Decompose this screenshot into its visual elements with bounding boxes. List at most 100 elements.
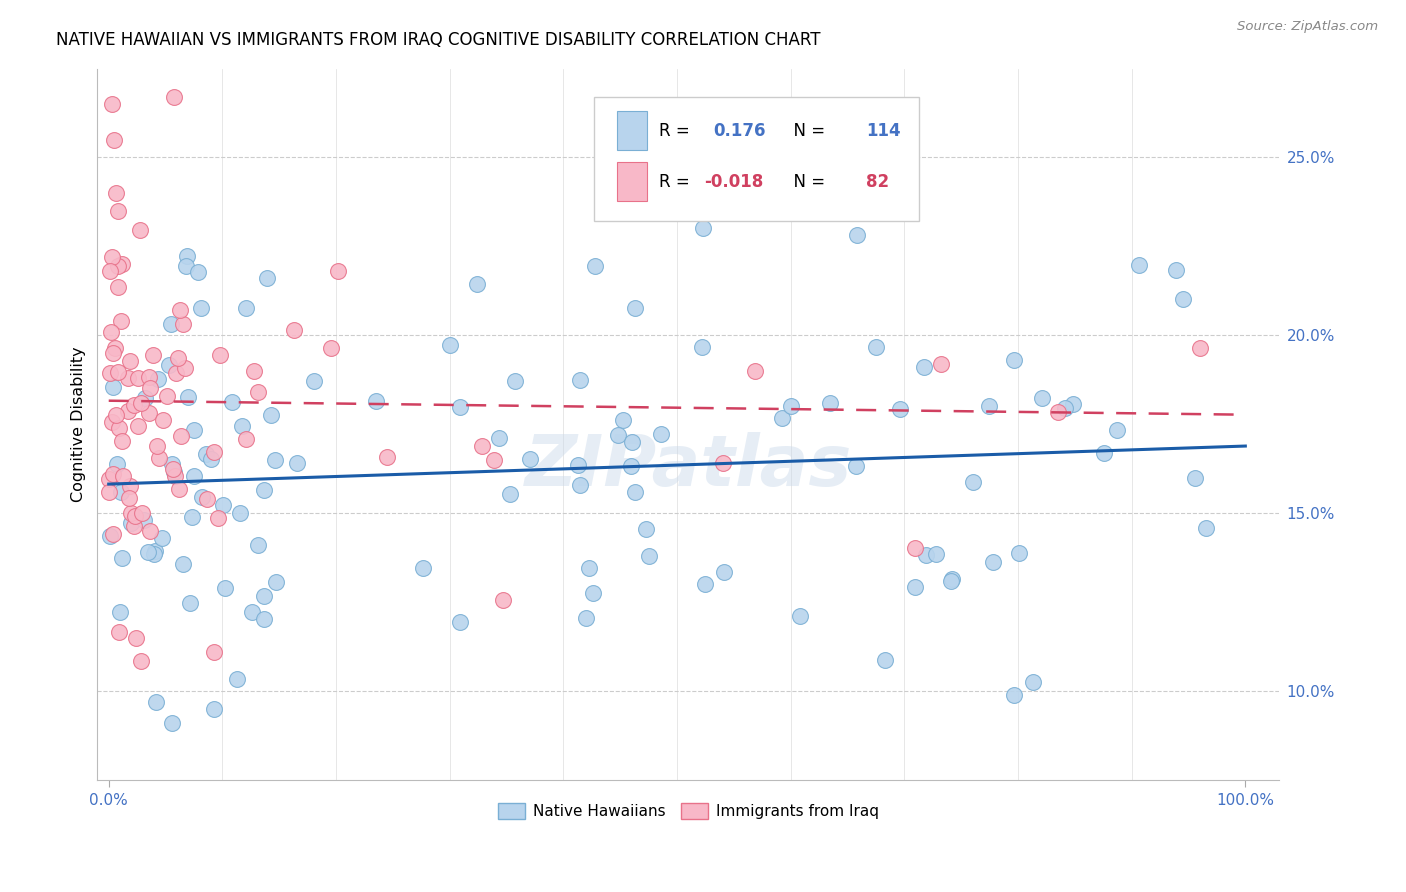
Point: [439, 338, 461, 352]
Point: [98, 528, 121, 542]
Point: [117, 371, 139, 385]
Point: [176, 249, 198, 263]
Point: [711, 456, 734, 470]
Point: [187, 264, 209, 278]
Text: Source: ZipAtlas.com: Source: ZipAtlas.com: [1237, 20, 1378, 33]
Point: [181, 509, 204, 524]
Point: [1021, 674, 1043, 689]
Point: [101, 250, 124, 264]
Point: [846, 227, 869, 242]
Point: [412, 561, 434, 575]
Point: [471, 439, 494, 453]
Point: [110, 314, 132, 328]
Point: [889, 401, 911, 416]
Point: [1184, 470, 1206, 484]
Point: [692, 340, 714, 354]
Point: [499, 487, 522, 501]
Text: R =: R =: [659, 173, 695, 191]
Point: [139, 524, 162, 538]
Point: [150, 531, 173, 545]
Point: [101, 467, 124, 482]
Point: [264, 453, 287, 467]
Point: [209, 348, 232, 362]
Legend: Native Hawaiians, Immigrants from Iraq: Native Hawaiians, Immigrants from Iraq: [492, 797, 886, 825]
Point: [449, 615, 471, 629]
Point: [174, 259, 197, 273]
Point: [129, 395, 152, 409]
Point: [146, 372, 169, 386]
Point: [107, 259, 129, 273]
Point: [1194, 521, 1216, 535]
Point: [162, 462, 184, 476]
Point: [101, 97, 124, 112]
Point: [138, 381, 160, 395]
Point: [100, 325, 122, 339]
Point: [931, 357, 953, 371]
Point: [143, 548, 166, 562]
Point: [328, 264, 350, 278]
Point: [131, 506, 153, 520]
Point: [191, 490, 214, 504]
Point: [253, 590, 276, 604]
Point: [285, 456, 308, 470]
Point: [569, 478, 592, 492]
Point: [981, 555, 1004, 569]
Point: [105, 408, 128, 422]
Point: [583, 259, 606, 273]
Point: [1002, 353, 1025, 368]
Point: [101, 346, 124, 360]
Point: [101, 527, 124, 541]
Point: [132, 513, 155, 527]
Point: [105, 457, 128, 471]
Point: [172, 557, 194, 571]
Point: [260, 409, 283, 423]
Point: [253, 483, 276, 498]
Point: [152, 413, 174, 427]
Point: [118, 479, 141, 493]
Point: [156, 389, 179, 403]
Point: [173, 361, 195, 376]
Bar: [617, 112, 647, 150]
Point: [214, 581, 236, 595]
Point: [638, 549, 661, 564]
Point: [195, 492, 218, 507]
Point: [1047, 405, 1070, 419]
Point: [235, 432, 257, 446]
Point: [107, 203, 129, 218]
Point: [129, 654, 152, 668]
Point: [110, 485, 132, 500]
Point: [818, 396, 841, 410]
Point: [125, 631, 148, 645]
Point: [845, 459, 868, 474]
Point: [253, 611, 276, 625]
Point: [1002, 688, 1025, 702]
Point: [167, 351, 190, 365]
Point: [160, 317, 183, 331]
Point: [904, 580, 927, 594]
Point: [98, 264, 121, 278]
Point: [1171, 293, 1194, 307]
Point: [693, 576, 716, 591]
Point: [246, 538, 269, 552]
Point: [157, 358, 180, 372]
Point: [789, 609, 811, 624]
Point: [492, 593, 515, 607]
Point: [160, 457, 183, 471]
Point: [467, 277, 489, 291]
Point: [634, 522, 657, 536]
Point: [1166, 262, 1188, 277]
Point: [142, 349, 165, 363]
Point: [449, 400, 471, 414]
Point: [225, 672, 247, 686]
Point: [183, 469, 205, 483]
Point: [127, 371, 149, 385]
Point: [172, 317, 194, 331]
Point: [202, 444, 225, 458]
Point: [160, 715, 183, 730]
Point: [129, 223, 152, 237]
Point: [624, 301, 647, 315]
Point: [104, 341, 127, 355]
Point: [177, 390, 200, 404]
Point: [1188, 341, 1211, 355]
Point: [229, 506, 252, 520]
